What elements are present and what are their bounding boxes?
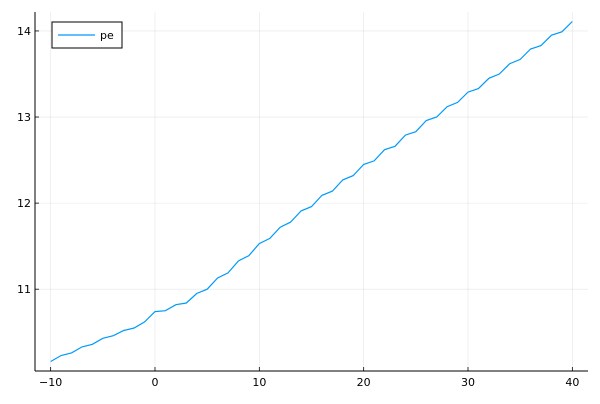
x-tick-label: 20 [357,376,371,389]
y-tick-label: 14 [17,25,31,38]
y-tick-label: 13 [17,111,31,124]
x-tick-label: 30 [461,376,475,389]
legend: pe [51,21,123,49]
y-tick-label: 11 [17,283,31,296]
x-tick-label: −10 [39,376,62,389]
x-tick-label: 40 [565,376,579,389]
tick-labels: −10 0 10 20 30 40 11 12 13 14 [17,25,579,389]
series-layer [50,21,573,363]
axes [34,12,588,372]
legend-label: pe [100,29,114,42]
series-line-pe [50,21,573,363]
y-tick-label: 12 [17,197,31,210]
x-tick-label: 10 [252,376,266,389]
grid [35,12,588,371]
x-tick-label: 0 [151,376,158,389]
